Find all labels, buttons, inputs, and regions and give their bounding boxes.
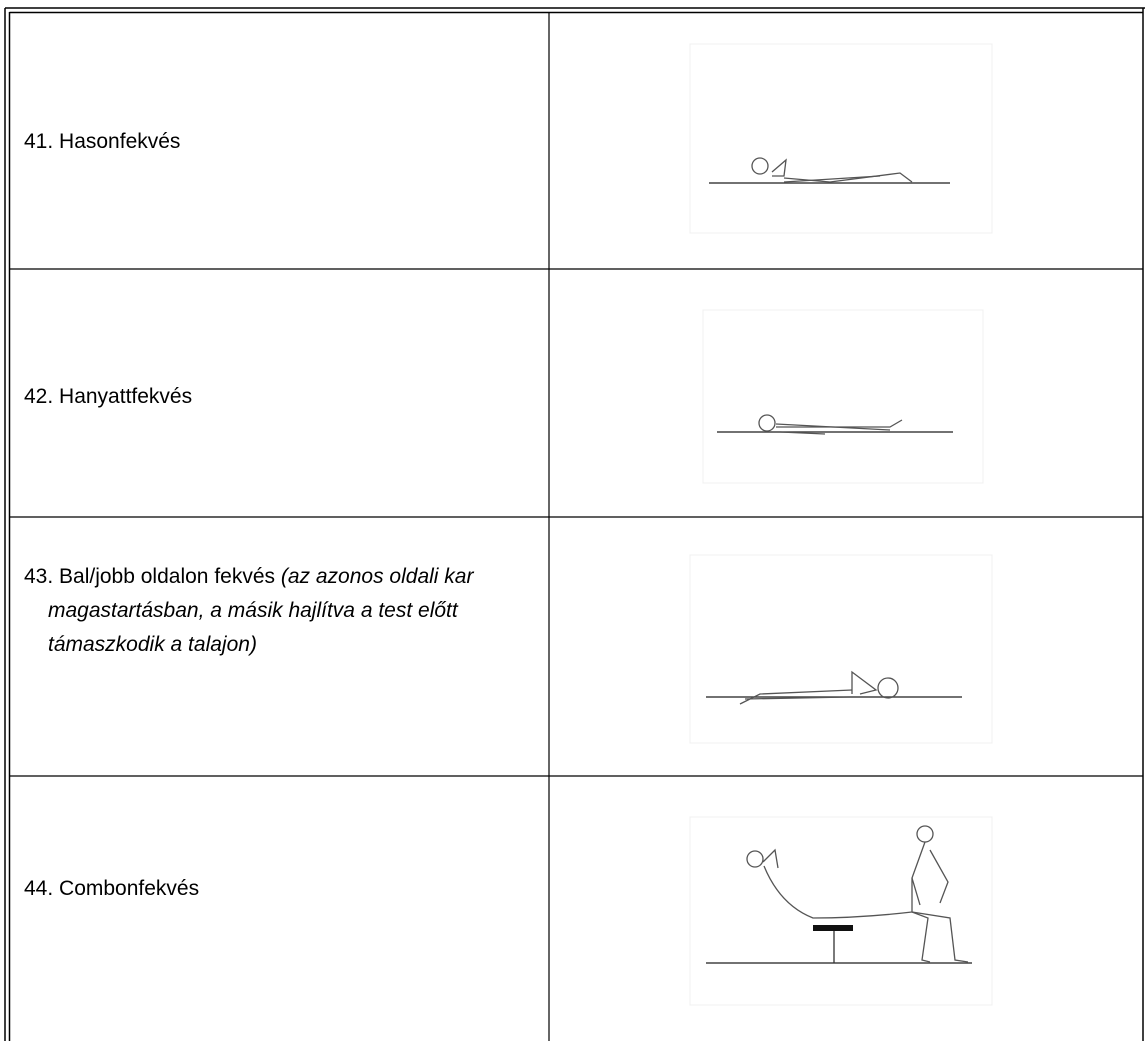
figure-side-lying [689, 554, 993, 744]
row-note: (az azonos oldali kar magastartásban, a … [48, 565, 474, 656]
figure-thigh-lying [689, 816, 993, 1006]
row-label: 42. Hanyattfekvés [24, 385, 193, 408]
row-label: 41. Hasonfekvés [24, 130, 181, 153]
row-text: 43. Bal/jobb oldalon fekvés (az azonos o… [24, 560, 534, 662]
figure-prone [689, 43, 993, 234]
row-label: 43. Bal/jobb oldalon fekvés [24, 565, 276, 588]
row-label: 44. Combonfekvés [24, 877, 200, 900]
figure-supine [702, 309, 984, 484]
